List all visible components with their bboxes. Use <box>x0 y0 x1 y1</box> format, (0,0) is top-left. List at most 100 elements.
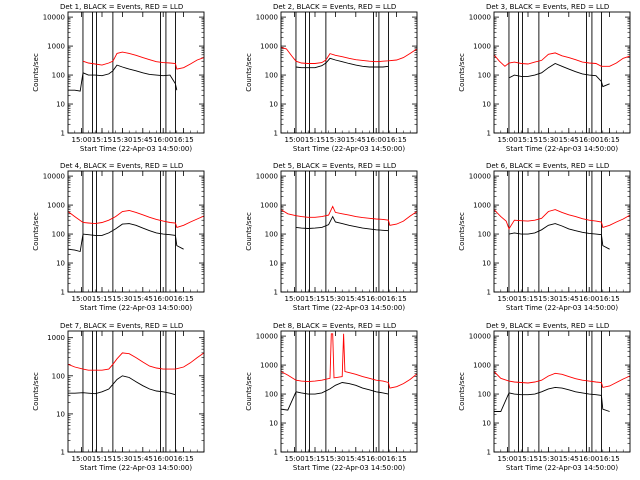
x-tick-label: 15:15 <box>92 295 112 303</box>
x-tick-label: 16:15 <box>600 136 620 144</box>
y-axis-label: Counts/sec <box>32 372 40 411</box>
y-tick-label: 1000 <box>47 334 65 342</box>
series-line-black <box>508 223 610 250</box>
x-tick-label: 15:30 <box>538 295 558 303</box>
panel-det-1: Det 1, BLACK = Events, RED = LLD 1 10 100 10… <box>32 3 205 153</box>
x-tick-label: 16:00 <box>579 295 599 303</box>
x-tick-label: 15:45 <box>559 295 579 303</box>
series-line-red <box>493 371 631 388</box>
x-tick-label: 15:00 <box>72 295 92 303</box>
y-tick-label: 1000 <box>473 362 491 370</box>
series-line-black <box>280 382 389 411</box>
x-tick-label: 16:15 <box>387 455 407 463</box>
y-tick-label: 100 <box>478 391 491 399</box>
x-tick-label: 15:45 <box>133 136 153 144</box>
x-tick-label: 16:00 <box>579 455 599 463</box>
x-tick-label: 16:15 <box>387 136 407 144</box>
x-tick-label: 15:00 <box>498 455 518 463</box>
series-line-black <box>68 64 178 92</box>
y-tick-label: 10 <box>482 260 491 268</box>
y-tick-label: 1 <box>487 289 491 297</box>
x-tick-label: 15:15 <box>518 455 538 463</box>
y-tick-label: 1 <box>61 130 65 138</box>
x-tick-label: 15:45 <box>559 455 579 463</box>
y-tick-label: 100 <box>265 391 278 399</box>
y-tick-label: 10000 <box>256 173 278 181</box>
y-tick-label: 1 <box>61 449 65 457</box>
y-tick-label: 1000 <box>47 202 65 210</box>
panel-title: Det 1, BLACK = Events, RED = LLD <box>60 3 183 11</box>
x-tick-label: 16:00 <box>366 455 386 463</box>
panel-det-9: Det 9, BLACK = Events, RED = LLD 1 10 100 10… <box>458 322 631 472</box>
x-tick-label: 15:00 <box>285 295 305 303</box>
y-tick-label: 100 <box>52 231 65 239</box>
y-tick-label: 100 <box>52 372 65 380</box>
x-tick-label: 15:45 <box>346 136 366 144</box>
panel-det-5: Det 5, BLACK = Events, RED = LLD 1 10 100 10… <box>245 162 418 312</box>
plot-frame <box>493 11 631 134</box>
plot-frame <box>67 330 205 453</box>
panel-det-3: Det 3, BLACK = Events, RED = LLD 1 10 100 10… <box>458 3 631 153</box>
y-tick-label: 1 <box>61 289 65 297</box>
y-axis-label: Counts/sec <box>458 53 466 92</box>
y-tick-label: 1000 <box>260 202 278 210</box>
x-tick-label: 15:15 <box>305 295 325 303</box>
plot-frame <box>280 11 418 134</box>
series-line-black <box>67 223 184 253</box>
x-tick-label: 15:45 <box>346 455 366 463</box>
panel-det-4: Det 4, BLACK = Events, RED = LLD 1 10 100 10… <box>32 162 205 312</box>
x-tick-label: 16:00 <box>579 136 599 144</box>
x-tick-label: 15:45 <box>559 136 579 144</box>
panel-det-6: Det 6, BLACK = Events, RED = LLD 1 10 100 10… <box>458 162 631 312</box>
x-tick-label: 16:00 <box>153 136 173 144</box>
plot-frame <box>280 330 418 453</box>
x-tick-label: 16:15 <box>174 455 194 463</box>
x-tick-label: 15:30 <box>112 455 132 463</box>
x-tick-label: 16:00 <box>366 136 386 144</box>
x-axis-label: Start Time (22-Apr-03 14:50:00) <box>80 304 192 312</box>
x-tick-label: 15:30 <box>112 295 132 303</box>
x-tick-label: 16:00 <box>153 295 173 303</box>
y-tick-label: 1000 <box>473 202 491 210</box>
plot-frame <box>493 330 631 453</box>
series-line-black <box>295 215 389 232</box>
x-tick-label: 16:15 <box>600 295 620 303</box>
y-axis-label: Counts/sec <box>32 53 40 92</box>
y-tick-label: 10 <box>269 101 278 109</box>
x-tick-label: 15:45 <box>346 295 366 303</box>
series-line-red <box>493 209 631 230</box>
x-axis-label: Start Time (22-Apr-03 14:50:00) <box>506 304 618 312</box>
series-line-red <box>82 51 205 70</box>
series-line-black <box>68 375 176 396</box>
y-tick-label: 10 <box>269 420 278 428</box>
y-tick-label: 10 <box>56 410 65 418</box>
x-tick-label: 16:15 <box>174 295 194 303</box>
y-tick-label: 10 <box>482 101 491 109</box>
y-tick-label: 10000 <box>469 173 491 181</box>
y-tick-label: 100 <box>265 72 278 80</box>
y-tick-label: 10000 <box>469 14 491 22</box>
series-line-black <box>494 386 610 412</box>
x-tick-label: 15:00 <box>498 295 518 303</box>
plot-frame <box>67 11 205 134</box>
x-tick-label: 15:15 <box>518 295 538 303</box>
x-tick-label: 16:15 <box>387 295 407 303</box>
panel-title: Det 3, BLACK = Events, RED = LLD <box>486 3 609 11</box>
series-line-red <box>493 52 631 67</box>
series-line-black <box>295 57 389 69</box>
x-tick-label: 16:15 <box>174 136 194 144</box>
y-axis-label: Counts/sec <box>458 372 466 411</box>
panel-det-2: Det 2, BLACK = Events, RED = LLD 1 10 100 10… <box>245 3 418 153</box>
series-line-red <box>280 46 418 64</box>
x-tick-label: 15:00 <box>72 455 92 463</box>
y-tick-label: 10000 <box>43 14 65 22</box>
y-tick-label: 1000 <box>260 362 278 370</box>
y-tick-label: 1 <box>487 449 491 457</box>
x-axis-label: Start Time (22-Apr-03 14:50:00) <box>293 304 405 312</box>
x-tick-label: 15:00 <box>72 136 92 144</box>
x-tick-label: 15:00 <box>285 455 305 463</box>
x-tick-label: 15:30 <box>325 295 345 303</box>
x-axis-label: Start Time (22-Apr-03 14:50:00) <box>293 464 405 472</box>
y-tick-label: 10 <box>482 420 491 428</box>
